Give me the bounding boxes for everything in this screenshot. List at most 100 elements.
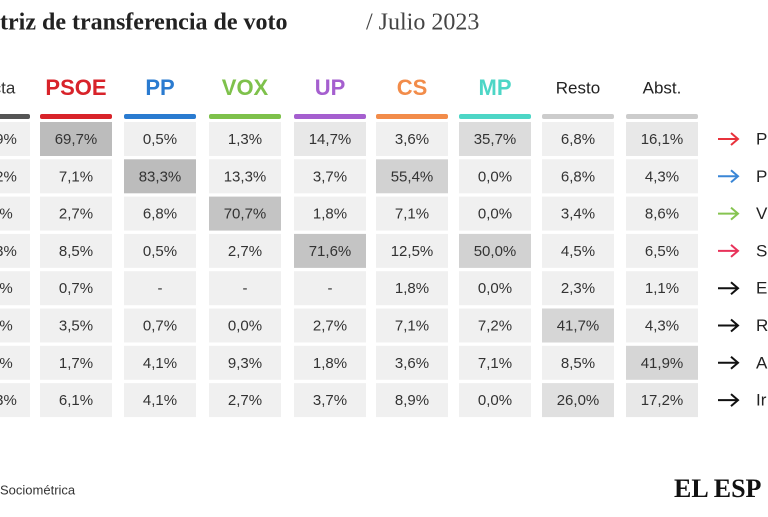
cell: [626, 383, 698, 418]
cell-value: 7,2%: [478, 317, 512, 334]
row-label: R: [756, 316, 768, 335]
cell: [459, 233, 531, 268]
cell-value: 4,3%: [645, 317, 679, 334]
cell-value: 0,0%: [478, 392, 512, 409]
cell: [459, 122, 531, 156]
arrow-head: [730, 318, 740, 333]
row-label: Ir: [756, 391, 767, 410]
column-bar: [0, 114, 30, 119]
cell-value: 6,5%: [645, 243, 679, 260]
cell: [459, 196, 531, 231]
cell: [294, 271, 366, 306]
cell: [0, 196, 30, 231]
cell: [376, 345, 448, 380]
cell: [376, 159, 448, 194]
cell: [542, 233, 614, 268]
cell: [626, 345, 698, 380]
cell-value: 69,7%: [55, 131, 98, 148]
cell-value: 8,5%: [59, 243, 93, 260]
cell: [542, 345, 614, 380]
cell: [124, 196, 196, 231]
cell-value: 3,7%: [313, 168, 347, 185]
cell: [124, 308, 196, 343]
cell-value: %: [0, 317, 13, 334]
cell-value: 55,4%: [391, 168, 434, 185]
cell: [294, 383, 366, 418]
cell-value: -: [158, 280, 163, 297]
cell: [0, 308, 30, 343]
cell: [209, 383, 281, 418]
cell: [626, 271, 698, 306]
cell: [542, 159, 614, 194]
cell-value: 26,0%: [557, 392, 600, 409]
cell: [376, 196, 448, 231]
cell-value: 41,7%: [557, 317, 600, 334]
column-header: VOX: [222, 75, 269, 100]
cell-value: 3,4%: [561, 206, 595, 223]
cell: [294, 122, 366, 156]
cell: [40, 159, 112, 194]
cell-value: 8,9%: [395, 392, 429, 409]
cell-value: 3%: [0, 392, 17, 409]
cell-value: 0,0%: [478, 206, 512, 223]
cell: [626, 233, 698, 268]
cell: [40, 196, 112, 231]
cell-value: %: [0, 355, 13, 372]
cell-value: 9%: [0, 131, 17, 148]
cell: [0, 345, 30, 380]
cell-value: 6,1%: [59, 392, 93, 409]
row-label: P: [756, 129, 767, 148]
cell: [124, 233, 196, 268]
cell: [459, 383, 531, 418]
column-bar: [40, 114, 112, 119]
cell: [294, 196, 366, 231]
column-bar: [542, 114, 614, 119]
cell-value: 0,0%: [228, 317, 262, 334]
column-bar: [376, 114, 448, 119]
cell-value: 7,1%: [395, 317, 429, 334]
cell-value: 2,7%: [228, 243, 262, 260]
cell-value: -: [328, 280, 333, 297]
column-bar: [626, 114, 698, 119]
cell-value: 71,6%: [309, 243, 352, 260]
source: Sociométrica: [0, 482, 76, 497]
logo: EL ESP: [674, 474, 762, 503]
cell-value: 2%: [0, 168, 17, 185]
cell-value: 3,6%: [395, 131, 429, 148]
cell: [459, 271, 531, 306]
column-header: PP: [145, 75, 174, 100]
cell-value: 0,0%: [478, 280, 512, 297]
cell-value: 0,0%: [478, 168, 512, 185]
cell-value: 17,2%: [641, 392, 684, 409]
column-header: UP: [315, 75, 346, 100]
cell-value: 1,8%: [313, 206, 347, 223]
cell-value: 9,3%: [228, 355, 262, 372]
column-header: Resto: [556, 78, 600, 97]
cell: [124, 122, 196, 156]
cell-value: %: [0, 206, 13, 223]
cell-value: 0,5%: [143, 243, 177, 260]
title: triz de transferencia de voto: [0, 10, 287, 36]
cell-value: 8,5%: [561, 355, 595, 372]
cell: [0, 383, 30, 418]
column-header: cta: [0, 78, 16, 97]
arrow-head: [730, 132, 740, 146]
cell: [124, 383, 196, 418]
cell-value: 1,7%: [59, 355, 93, 372]
cell: [0, 122, 30, 156]
cell-value: 6,8%: [143, 206, 177, 223]
column-bar: [294, 114, 366, 119]
cell-value: 7,1%: [59, 168, 93, 185]
cell: [0, 233, 30, 268]
cell-value: 4,3%: [645, 168, 679, 185]
cell-value: 7,1%: [478, 355, 512, 372]
cell-value: 35,7%: [474, 131, 517, 148]
cell: [40, 383, 112, 418]
cell: [459, 159, 531, 194]
column-header: MP: [479, 75, 512, 100]
cell-value: 2,7%: [228, 392, 262, 409]
cell-value: 13,3%: [224, 168, 267, 185]
arrow-head: [730, 281, 740, 295]
cell-value: 1,8%: [395, 280, 429, 297]
cell: [40, 233, 112, 268]
